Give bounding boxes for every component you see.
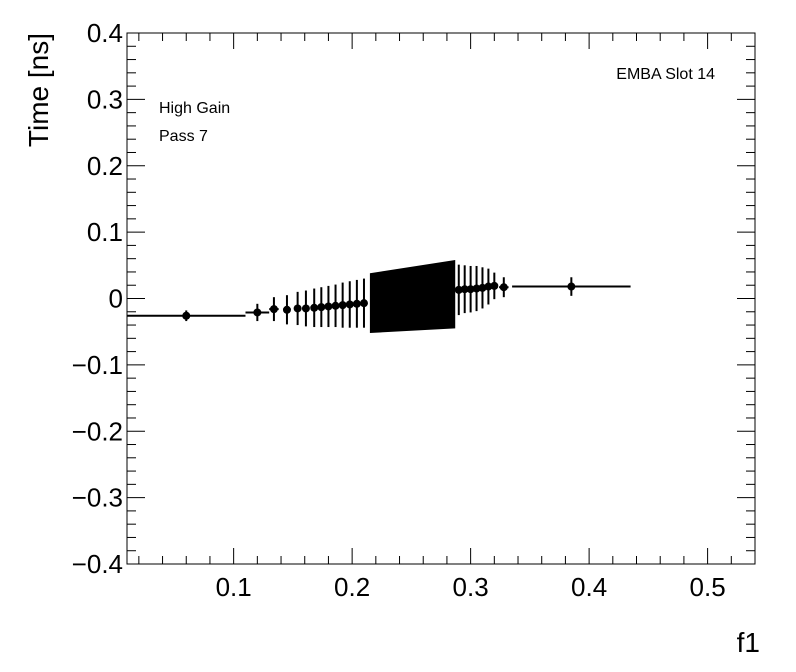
data-point bbox=[317, 287, 326, 328]
data-point bbox=[484, 268, 493, 305]
marker bbox=[567, 282, 576, 291]
data-point bbox=[324, 285, 333, 328]
data-point bbox=[310, 288, 319, 328]
annotation-gain: High Gain bbox=[159, 100, 230, 117]
dense-error-band bbox=[369, 260, 456, 334]
marker bbox=[359, 299, 368, 308]
data-point bbox=[338, 282, 347, 328]
data-point bbox=[269, 297, 279, 322]
data-point bbox=[359, 278, 368, 328]
marker bbox=[317, 303, 326, 312]
marker bbox=[466, 285, 475, 294]
marker bbox=[454, 285, 463, 294]
data-point bbox=[293, 291, 302, 326]
x-tick-label: 0.3 bbox=[453, 572, 489, 602]
data-point bbox=[127, 310, 246, 322]
annotation-pass: Pass 7 bbox=[159, 128, 208, 145]
y-axis-title: Time [ns] bbox=[23, 33, 54, 147]
y-tick-label: 0.4 bbox=[87, 18, 123, 48]
y-tick-label: 0.3 bbox=[87, 84, 123, 114]
x-tick-label: 0.4 bbox=[571, 572, 607, 602]
axis-ticks bbox=[127, 32, 756, 565]
data-point bbox=[472, 265, 481, 312]
y-tick-label: −0.2 bbox=[72, 416, 123, 446]
marker bbox=[472, 284, 481, 293]
marker bbox=[490, 281, 499, 290]
dense-error-band-fill bbox=[369, 260, 456, 334]
data-point bbox=[352, 279, 361, 328]
marker bbox=[301, 304, 310, 313]
x-tick-label: 0.5 bbox=[690, 572, 726, 602]
marker bbox=[345, 300, 354, 309]
data-point bbox=[282, 295, 291, 325]
marker bbox=[338, 301, 347, 310]
marker bbox=[293, 304, 302, 313]
data-point bbox=[466, 265, 475, 313]
annotation-slot: EMBA Slot 14 bbox=[616, 66, 715, 83]
y-tick-label: −0.3 bbox=[72, 483, 123, 513]
marker bbox=[499, 283, 508, 292]
marker bbox=[310, 303, 319, 312]
y-tick-label: 0 bbox=[109, 284, 123, 314]
marker bbox=[331, 301, 340, 310]
marker bbox=[253, 308, 262, 317]
y-tick-label: −0.4 bbox=[72, 549, 123, 579]
data-point bbox=[512, 277, 631, 296]
data-point bbox=[499, 277, 509, 298]
y-tick-label: 0.2 bbox=[87, 151, 123, 181]
data-point bbox=[301, 290, 310, 327]
y-tick-label: −0.1 bbox=[72, 350, 123, 380]
data-point bbox=[454, 264, 463, 316]
data-point bbox=[331, 284, 340, 328]
marker bbox=[324, 302, 333, 311]
data-point bbox=[460, 265, 469, 314]
y-tick-label: 0.1 bbox=[87, 217, 123, 247]
x-tick-label: 0.2 bbox=[334, 572, 370, 602]
data-point bbox=[490, 272, 499, 300]
marker bbox=[182, 311, 191, 320]
axis-tick-labels: 0.1 0.2 0.3 0.4 0.5 −0.4 −0.3 −0.2 −0.1 0 0.1 0.2 0.… bbox=[72, 18, 726, 602]
x-axis-title: f1 bbox=[737, 627, 760, 658]
marker bbox=[484, 282, 493, 291]
x-tick-label: 0.1 bbox=[216, 572, 252, 602]
data-point bbox=[245, 303, 270, 322]
marker bbox=[282, 305, 291, 314]
data-point bbox=[345, 281, 354, 328]
marker bbox=[269, 305, 278, 314]
data-points bbox=[127, 264, 631, 328]
marker bbox=[352, 299, 361, 308]
marker bbox=[460, 285, 469, 294]
